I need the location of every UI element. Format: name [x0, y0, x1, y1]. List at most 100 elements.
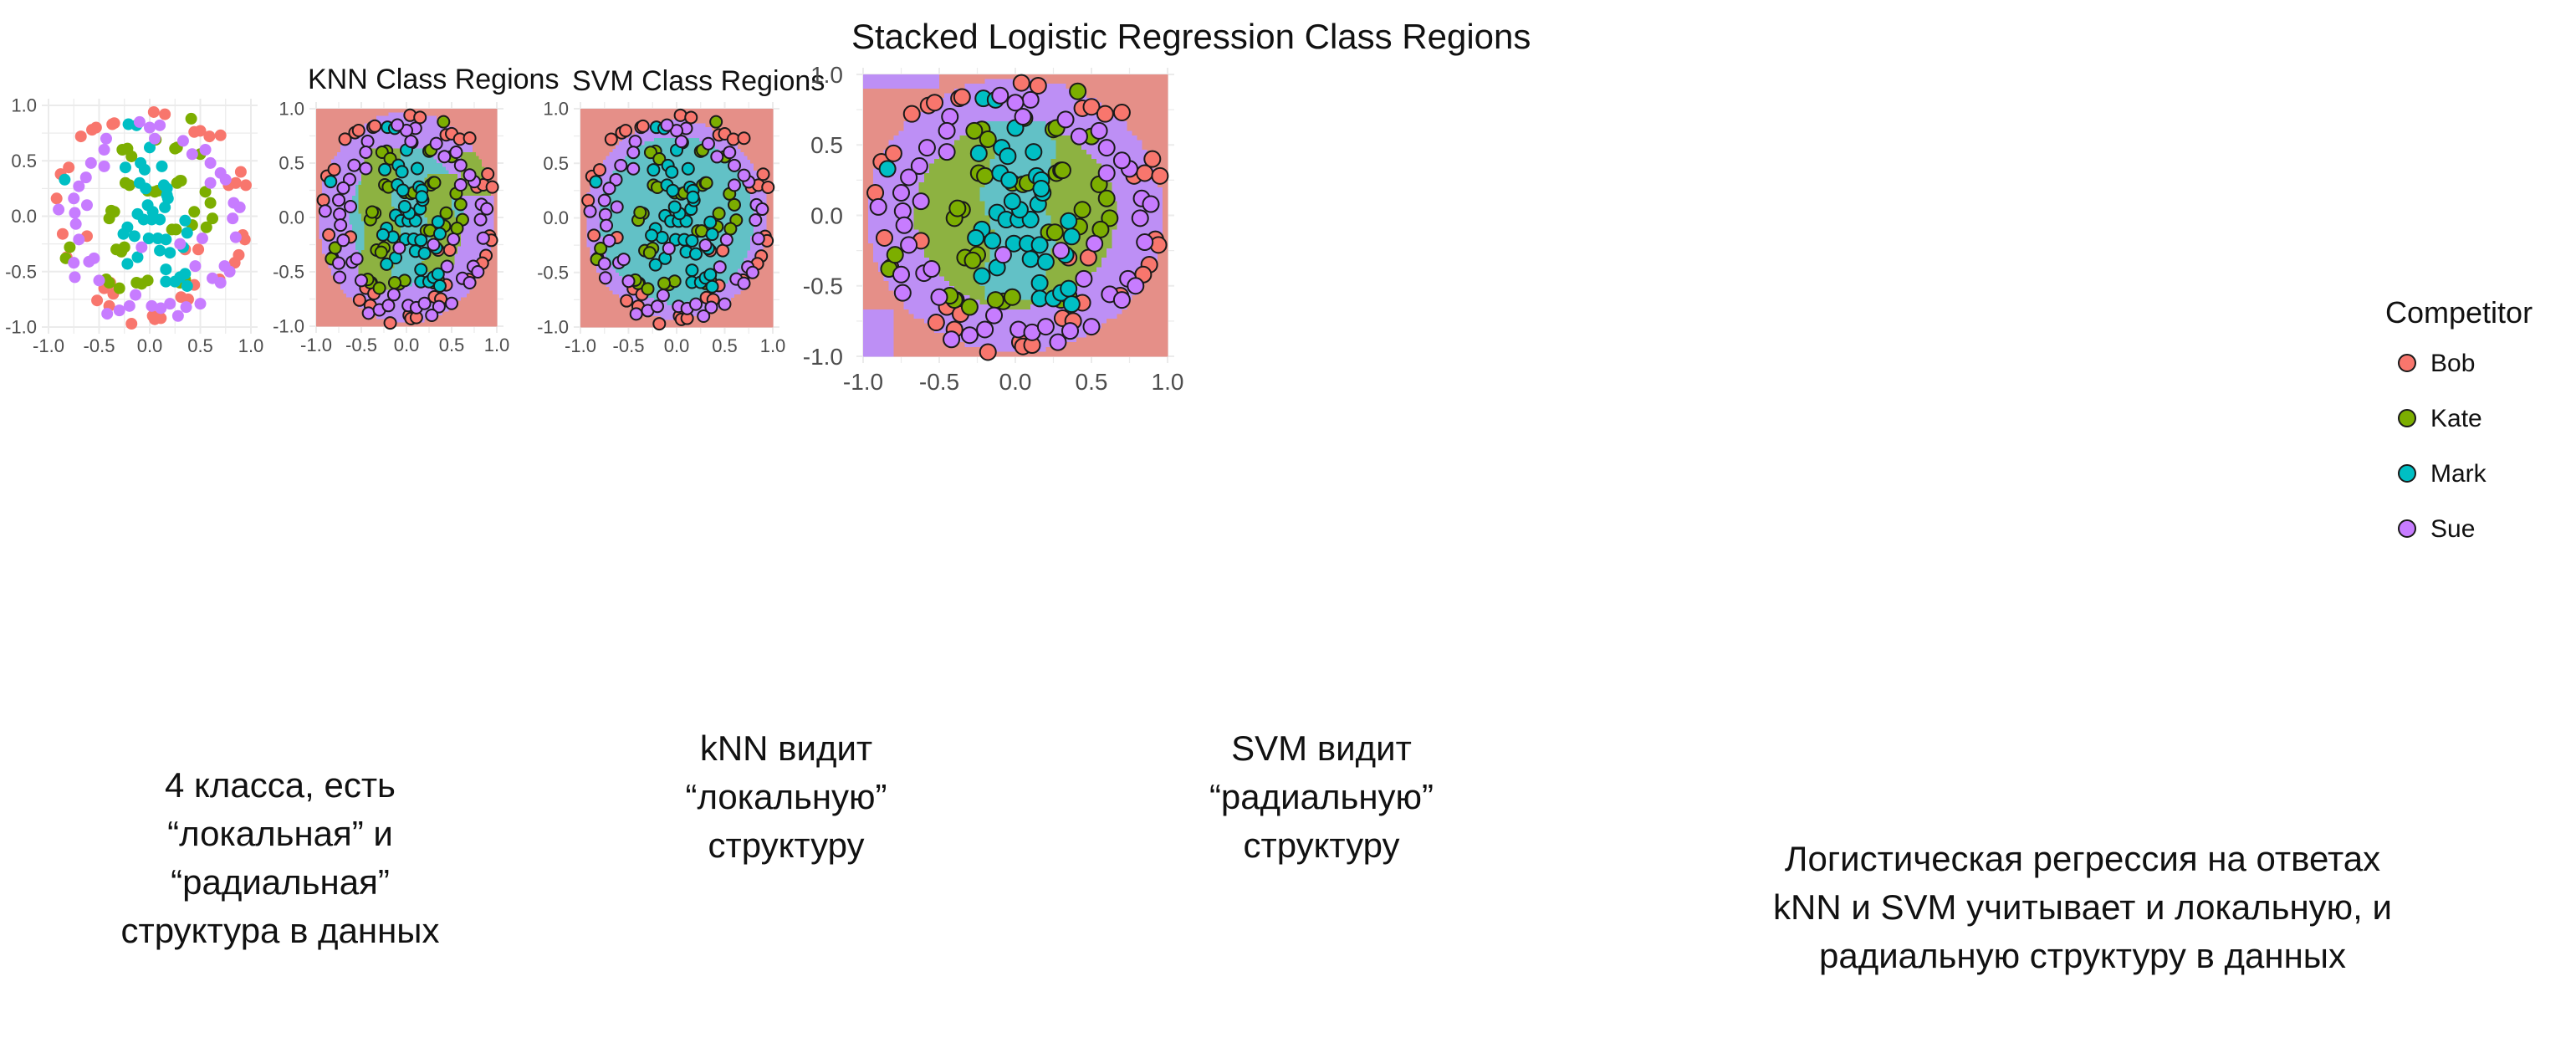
region-cell — [461, 312, 464, 316]
data-point-sue — [405, 135, 417, 147]
region-cell — [587, 313, 590, 317]
region-cell — [361, 232, 365, 236]
region-cell — [470, 127, 473, 131]
region-cell — [470, 294, 473, 298]
region-cell — [461, 127, 464, 131]
region-cell — [425, 130, 428, 135]
region-cell — [467, 149, 470, 153]
region-cell — [325, 301, 329, 305]
region-cell — [622, 229, 626, 233]
region-cell — [622, 196, 626, 200]
region-cell — [316, 323, 319, 327]
region-cell — [412, 156, 416, 160]
y-tick-label: -0.5 — [5, 261, 37, 282]
region-cell — [350, 283, 353, 287]
region-cell — [371, 188, 374, 192]
region-cell — [376, 192, 380, 197]
region-cell — [325, 297, 329, 301]
region-cell — [331, 145, 335, 149]
region-cell — [380, 297, 383, 301]
region-cell — [491, 116, 494, 120]
region-cell — [485, 163, 488, 167]
region-cell — [473, 232, 476, 236]
region-cell — [455, 315, 458, 320]
region-cell — [340, 112, 344, 116]
region-cell — [584, 225, 587, 229]
region-cell — [590, 189, 594, 193]
region-cell — [488, 312, 491, 316]
region-cell — [448, 319, 452, 323]
data-point-sue — [335, 219, 346, 231]
region-cell — [463, 261, 467, 265]
region-cell — [340, 149, 344, 153]
region-cell — [491, 112, 494, 116]
data-point-sue — [99, 161, 110, 172]
region-cell — [337, 116, 340, 120]
region-cell — [461, 294, 464, 298]
region-cell — [596, 268, 600, 273]
data-point-mark — [179, 215, 191, 227]
region-cell — [473, 315, 476, 320]
region-cell — [463, 319, 467, 323]
region-cell — [442, 145, 446, 149]
region-cell — [365, 228, 368, 233]
region-cell — [361, 243, 365, 247]
data-point-sue — [455, 179, 467, 191]
region-cell — [406, 228, 410, 233]
region-cell — [619, 305, 622, 309]
region-cell — [418, 145, 422, 149]
region-cell — [346, 247, 350, 251]
region-cell — [488, 301, 491, 305]
region-cell — [482, 294, 485, 298]
region-cell — [610, 112, 613, 116]
region-cell — [467, 120, 470, 124]
region-cell — [343, 116, 346, 120]
region-cell — [478, 323, 482, 327]
region-cell — [461, 120, 464, 124]
region-cell — [418, 290, 422, 294]
region-cell — [619, 284, 622, 288]
region-cell — [610, 298, 613, 302]
region-cell — [380, 275, 383, 279]
region-cell — [316, 134, 319, 138]
region-cell — [476, 116, 479, 120]
region-cell — [331, 304, 335, 309]
region-cell — [619, 316, 622, 320]
region-cell — [325, 268, 329, 273]
region-cell — [590, 291, 594, 295]
region-cell — [606, 305, 610, 309]
region-cell — [457, 116, 461, 120]
region-cell — [355, 210, 359, 214]
region-cell — [606, 291, 610, 295]
data-point-kate — [105, 205, 117, 217]
region-cell — [593, 268, 596, 273]
region-cell — [482, 127, 485, 131]
region-cell — [452, 123, 455, 127]
data-point-mark — [181, 280, 193, 292]
region-cell — [600, 313, 603, 317]
region-cell — [612, 196, 616, 200]
data-point-sue — [100, 133, 112, 145]
region-cell — [590, 112, 594, 116]
region-cell — [358, 247, 361, 251]
region-cell — [622, 320, 626, 324]
region-cell — [587, 127, 590, 131]
region-cell — [386, 112, 389, 116]
data-point-mark — [59, 174, 70, 186]
region-cell — [397, 272, 401, 276]
region-cell — [473, 312, 476, 316]
region-cell — [452, 290, 455, 294]
region-cell — [382, 138, 386, 142]
data-point-mark — [325, 176, 336, 187]
region-cell — [463, 247, 467, 251]
data-points — [51, 106, 252, 330]
region-cell — [461, 290, 464, 294]
region-cell — [325, 308, 329, 312]
region-cell — [619, 309, 622, 313]
region-cell — [446, 141, 449, 146]
region-cell — [382, 116, 386, 120]
region-cell — [476, 145, 479, 149]
region-cell — [433, 130, 437, 135]
region-cell — [610, 324, 613, 328]
region-cell — [337, 120, 340, 124]
